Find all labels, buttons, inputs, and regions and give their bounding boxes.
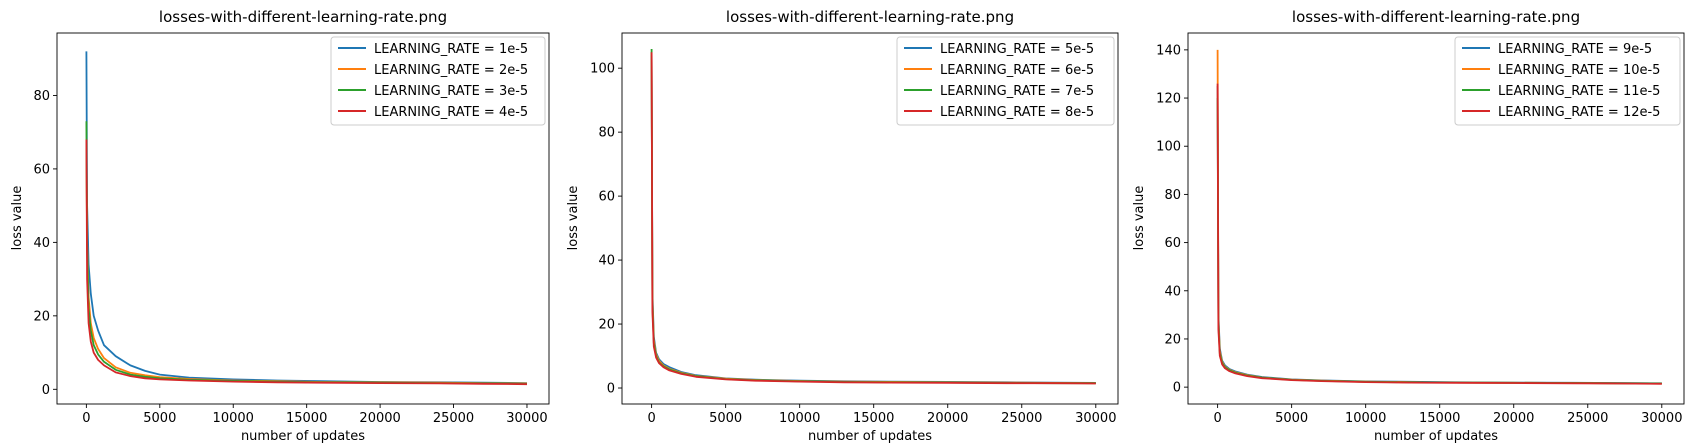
x-tick-label-1-2: 10000 <box>213 411 254 426</box>
x-axis-label-1: number of updates <box>241 429 365 444</box>
x-tick-label-2-3: 15000 <box>853 411 894 426</box>
chart-panel-2: losses-with-different-learning-rate.png … <box>566 8 1119 444</box>
legend-label-3-3: LEARNING_RATE = 12e-5 <box>1498 105 1660 120</box>
x-ticks-2: 0 5000 10000 15000 20000 25000 30000 <box>647 404 1116 426</box>
y-ticks-2: 0 20 40 60 80 100 <box>590 62 622 397</box>
y-tick-label-3-2: 40 <box>1164 284 1181 299</box>
legend-label-3-2: LEARNING_RATE = 11e-5 <box>1498 84 1660 99</box>
x-tick-label-1-0: 0 <box>82 411 90 426</box>
y-tick-label-2-2: 40 <box>598 254 615 269</box>
y-tick-label-1-2: 40 <box>33 236 50 251</box>
y-tick-label-1-3: 60 <box>33 162 50 177</box>
chart-title-2: losses-with-different-learning-rate.png <box>726 8 1014 26</box>
legend-1: LEARNING_RATE = 1e-5 LEARNING_RATE = 2e-… <box>330 36 546 126</box>
legend-label-3-1: LEARNING_RATE = 10e-5 <box>1498 63 1660 78</box>
x-ticks-1: 0 5000 10000 15000 20000 25000 30000 <box>82 404 548 426</box>
legend-label-1-1: LEARNING_RATE = 2e-5 <box>374 63 528 78</box>
y-axis-label-3: loss value <box>1132 186 1147 251</box>
chart-title-3: losses-with-different-learning-rate.png <box>1292 8 1580 26</box>
legend-label-2-0: LEARNING_RATE = 5e-5 <box>940 42 1094 57</box>
y-tick-label-3-4: 80 <box>1164 188 1181 203</box>
legend-label-2-3: LEARNING_RATE = 8e-5 <box>940 105 1094 120</box>
y-tick-label-2-4: 80 <box>598 126 615 141</box>
y-tick-label-3-7: 140 <box>1156 43 1181 58</box>
y-tick-label-1-4: 80 <box>33 89 50 104</box>
y-tick-label-3-5: 100 <box>1156 140 1181 155</box>
x-tick-label-3-5: 25000 <box>1567 411 1608 426</box>
y-ticks-1: 0 20 40 60 80 <box>33 89 57 398</box>
x-tick-label-2-4: 20000 <box>927 411 968 426</box>
x-tick-label-2-5: 25000 <box>1001 411 1042 426</box>
legend-box-3 <box>1454 36 1681 126</box>
x-tick-label-3-0: 0 <box>1213 411 1221 426</box>
x-tick-label-3-3: 15000 <box>1419 411 1460 426</box>
series-lines-1 <box>85 51 528 386</box>
legend-label-2-2: LEARNING_RATE = 7e-5 <box>940 84 1094 99</box>
y-tick-label-1-0: 0 <box>42 383 50 398</box>
x-tick-label-3-2: 10000 <box>1345 411 1386 426</box>
series-line-3-3 <box>1216 83 1662 385</box>
legend-label-1-2: LEARNING_RATE = 3e-5 <box>374 84 528 99</box>
legend-label-2-1: LEARNING_RATE = 6e-5 <box>940 63 1094 78</box>
y-tick-label-3-1: 20 <box>1164 332 1181 347</box>
chart-title-1: losses-with-different-learning-rate.png <box>159 8 447 26</box>
y-tick-label-2-1: 20 <box>598 318 615 333</box>
y-ticks-3: 0 20 40 60 80 100 120 140 <box>1156 43 1188 396</box>
legend-3: LEARNING_RATE = 9e-5 LEARNING_RATE = 10e… <box>1454 36 1681 126</box>
x-tick-label-1-3: 15000 <box>286 411 327 426</box>
y-tick-label-3-3: 60 <box>1164 236 1181 251</box>
x-tick-label-2-1: 5000 <box>709 411 742 426</box>
legend-box-1 <box>330 36 546 126</box>
y-axis-label-2: loss value <box>566 186 581 251</box>
x-axis-label-3: number of updates <box>1374 429 1498 444</box>
y-tick-label-1-1: 20 <box>33 309 50 324</box>
y-tick-label-2-5: 100 <box>590 62 615 77</box>
legend-label-1-3: LEARNING_RATE = 4e-5 <box>374 105 528 120</box>
x-tick-label-3-4: 20000 <box>1493 411 1534 426</box>
legend-label-1-0: LEARNING_RATE = 1e-5 <box>374 42 528 57</box>
y-axis-label-1: loss value <box>10 186 25 251</box>
series-line-1-3 <box>85 139 528 386</box>
x-ticks-3: 0 5000 10000 15000 20000 25000 30000 <box>1213 404 1682 426</box>
series-line-2-3 <box>650 52 1096 385</box>
x-tick-label-2-2: 10000 <box>779 411 820 426</box>
legend-2: LEARNING_RATE = 5e-5 LEARNING_RATE = 6e-… <box>896 36 1115 126</box>
x-tick-label-1-5: 25000 <box>433 411 474 426</box>
x-tick-label-1-6: 30000 <box>506 411 547 426</box>
x-tick-label-3-1: 5000 <box>1275 411 1308 426</box>
y-tick-label-3-0: 0 <box>1173 381 1181 396</box>
series-lines-3 <box>1216 49 1662 385</box>
x-tick-label-2-6: 30000 <box>1075 411 1116 426</box>
y-tick-label-2-0: 0 <box>607 382 615 397</box>
y-tick-label-3-6: 120 <box>1156 92 1181 107</box>
x-tick-label-2-0: 0 <box>647 411 655 426</box>
legend-box-2 <box>896 36 1115 126</box>
chart-panel-3: losses-with-different-learning-rate.png … <box>1132 8 1685 444</box>
y-tick-label-2-3: 60 <box>598 190 615 205</box>
x-tick-label-1-1: 5000 <box>143 411 176 426</box>
chart-panel-1: losses-with-different-learning-rate.png … <box>10 8 550 444</box>
x-tick-label-3-6: 30000 <box>1641 411 1682 426</box>
series-lines-2 <box>650 48 1096 385</box>
legend-label-3-0: LEARNING_RATE = 9e-5 <box>1498 42 1652 57</box>
x-axis-label-2: number of updates <box>808 429 932 444</box>
x-tick-label-1-4: 20000 <box>359 411 400 426</box>
